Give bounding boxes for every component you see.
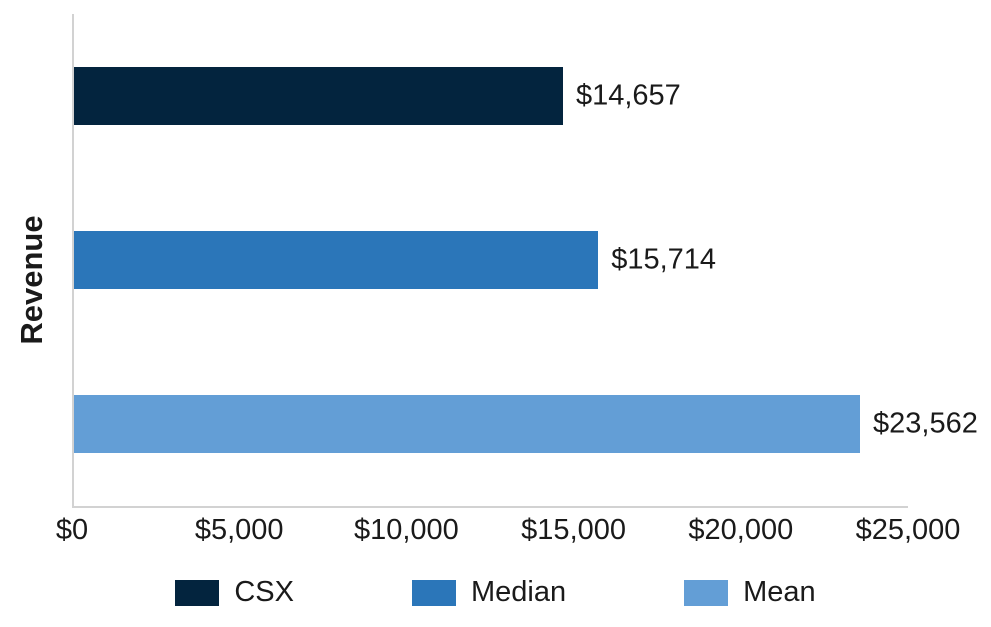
x-tick-label: $0 (55, 514, 89, 546)
legend-item-csx: CSX (175, 576, 294, 609)
x-tick-label: $15,000 (521, 514, 627, 546)
legend-label: Median (470, 576, 567, 608)
x-tick-label: $5,000 (194, 514, 284, 546)
legend-label: Mean (743, 576, 816, 608)
y-axis-title: Revenue (14, 215, 49, 345)
bar-mean: $23,562 (74, 395, 978, 453)
bar-value-label: $23,562 (873, 407, 978, 440)
legend-swatch-median (411, 579, 456, 606)
legend-item-mean: Mean (684, 576, 816, 609)
x-tick-label: $20,000 (688, 514, 794, 546)
bar-value-label: $15,714 (611, 243, 717, 276)
legend-item-median: Median (411, 576, 567, 609)
plot-area: $14,657 $15,714 $23,562 (72, 14, 978, 508)
x-axis: $0 $5,000 $10,000 $15,000 $20,000 $25,000 (0, 514, 991, 550)
legend-swatch-csx (175, 579, 220, 606)
bar-median: $15,714 (74, 231, 716, 289)
bar-value-label: $14,657 (575, 79, 681, 112)
bar-csx: $14,657 (74, 67, 681, 125)
legend: CSX Median Mean (0, 576, 991, 609)
legend-swatch-mean (684, 579, 729, 606)
x-tick-label: $10,000 (353, 514, 459, 546)
legend-label: CSX (234, 576, 294, 608)
x-tick-label: $25,000 (855, 514, 961, 546)
